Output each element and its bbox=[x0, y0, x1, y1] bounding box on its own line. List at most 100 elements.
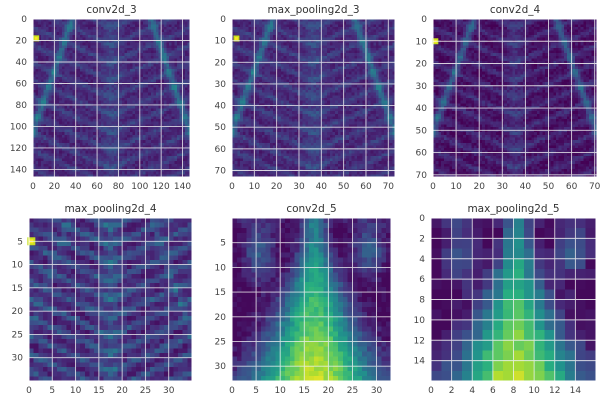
x-tick-label: 40 bbox=[70, 182, 82, 192]
x-tick-label: 40 bbox=[520, 182, 532, 192]
y-tick-label: 30 bbox=[12, 354, 24, 364]
x-tick-label: 8 bbox=[511, 386, 517, 396]
y-tick-label: 6 bbox=[419, 275, 425, 285]
grid bbox=[32, 18, 190, 177]
x-tick-label: 6 bbox=[490, 386, 496, 396]
x-tick-label: 60 bbox=[360, 182, 372, 192]
y-tick-label: 15 bbox=[12, 284, 23, 294]
y-tick-label: 70 bbox=[416, 171, 428, 181]
panel-bottom-left: 0 5 10 15 20 25 30 5 10 15 20 25 30 max_pooling2d_4 bbox=[12, 203, 193, 396]
y-tick-label: 20 bbox=[12, 307, 24, 317]
y-tick-label: 0 bbox=[220, 15, 226, 25]
x-tick-label: 0 bbox=[428, 386, 434, 396]
plot-frame bbox=[28, 217, 193, 382]
heatmap-cells bbox=[433, 19, 598, 178]
x-tick-label: 70 bbox=[589, 182, 601, 192]
y-tick-label: 50 bbox=[215, 123, 227, 133]
x-tick-label: 80 bbox=[113, 182, 125, 192]
y-tick-label: 30 bbox=[215, 362, 227, 372]
x-tick-label: 0 bbox=[26, 386, 32, 396]
heatmap-cells bbox=[232, 19, 396, 178]
y-tick-label: 0 bbox=[421, 15, 427, 25]
x-tick-label: 10 bbox=[528, 386, 540, 396]
x-tick-label: 14 bbox=[570, 386, 582, 396]
x-tick-label: 25 bbox=[347, 386, 358, 396]
y-tick-label: 10 bbox=[215, 263, 227, 273]
x-tick-label: 20 bbox=[473, 182, 485, 192]
x-tick-label: 100 bbox=[131, 182, 148, 192]
x-tick-label: 0 bbox=[229, 386, 235, 396]
x-tick-label: 15 bbox=[299, 386, 310, 396]
panel-bottom-middle: 0 5 10 15 20 25 30 5 10 15 20 25 30 conv2d_5 bbox=[215, 203, 392, 396]
plot-frame bbox=[231, 217, 392, 382]
y-tick-label: 25 bbox=[12, 330, 23, 340]
y-tick-label: 10 bbox=[215, 37, 227, 47]
x-tick-label: 20 bbox=[271, 182, 283, 192]
x-tick-label: 60 bbox=[566, 182, 578, 192]
y-tick-label: 14 bbox=[414, 357, 426, 367]
x-tick-label: 0 bbox=[30, 182, 36, 192]
x-tick-label: 30 bbox=[163, 386, 175, 396]
plot-frame bbox=[430, 217, 597, 382]
y-tick-label: 60 bbox=[16, 79, 28, 89]
x-tick-label: 15 bbox=[93, 386, 104, 396]
heatmap-cells bbox=[29, 218, 193, 382]
x-tick-label: 10 bbox=[274, 386, 286, 396]
y-tick-label: 20 bbox=[215, 58, 227, 68]
y-tick-label: 0 bbox=[419, 214, 425, 224]
y-tick-label: 120 bbox=[10, 144, 27, 154]
plot-frame bbox=[231, 18, 396, 178]
panel-title: conv2d_5 bbox=[286, 203, 336, 215]
x-tick-label: 30 bbox=[371, 386, 383, 396]
y-tick-label: 40 bbox=[416, 104, 428, 114]
y-tick-label: 8 bbox=[419, 296, 425, 306]
x-tick-label: 20 bbox=[49, 182, 61, 192]
x-tick-label: 25 bbox=[140, 386, 151, 396]
x-tick-label: 4 bbox=[469, 386, 475, 396]
y-tick-label: 70 bbox=[215, 167, 227, 177]
panel-title: max_pooling2d_5 bbox=[467, 203, 559, 215]
y-tick-label: 40 bbox=[16, 58, 28, 68]
y-tick-label: 2 bbox=[419, 234, 425, 244]
y-tick-label: 25 bbox=[215, 337, 226, 347]
x-tick-label: 10 bbox=[70, 386, 82, 396]
x-tick-label: 30 bbox=[497, 182, 509, 192]
x-tick-label: 70 bbox=[383, 182, 395, 192]
x-tick-label: 12 bbox=[549, 386, 560, 396]
x-tick-label: 40 bbox=[316, 182, 328, 192]
y-tick-label: 12 bbox=[414, 336, 425, 346]
y-tick-label: 15 bbox=[215, 288, 226, 298]
panel-title: conv2d_3 bbox=[86, 4, 136, 16]
panel-title: max_pooling2d_4 bbox=[64, 203, 156, 215]
y-tick-label: 20 bbox=[416, 60, 428, 70]
panel-bottom-right: 0 2 4 6 8 10 12 14 0 2 4 6 8 10 12 14 max_pooling2d_5 bbox=[414, 203, 597, 396]
y-tick-label: 80 bbox=[16, 101, 28, 111]
x-tick-label: 120 bbox=[153, 182, 170, 192]
x-tick-label: 30 bbox=[293, 182, 305, 192]
y-tick-label: 5 bbox=[220, 239, 226, 249]
x-tick-label: 50 bbox=[543, 182, 555, 192]
x-tick-label: 5 bbox=[49, 386, 55, 396]
y-tick-label: 60 bbox=[215, 145, 227, 155]
x-tick-label: 60 bbox=[91, 182, 103, 192]
y-tick-label: 100 bbox=[10, 122, 27, 132]
x-tick-label: 20 bbox=[323, 386, 335, 396]
y-tick-label: 50 bbox=[416, 126, 428, 136]
y-tick-label: 60 bbox=[416, 149, 428, 159]
x-tick-label: 50 bbox=[338, 182, 350, 192]
x-tick-label: 10 bbox=[249, 182, 261, 192]
y-tick-label: 20 bbox=[215, 313, 227, 323]
heatmap-cells bbox=[33, 19, 191, 178]
grid bbox=[231, 18, 395, 177]
x-tick-label: 5 bbox=[253, 386, 259, 396]
panel-title: conv2d_4 bbox=[490, 4, 541, 16]
plot-frame bbox=[32, 18, 191, 178]
heatmap-cells bbox=[232, 218, 392, 382]
y-tick-label: 5 bbox=[17, 237, 23, 247]
y-tick-label: 40 bbox=[215, 102, 227, 112]
y-tick-label: 30 bbox=[416, 82, 428, 92]
x-tick-label: 0 bbox=[430, 182, 436, 192]
panel-title: max_pooling2d_3 bbox=[267, 4, 359, 16]
